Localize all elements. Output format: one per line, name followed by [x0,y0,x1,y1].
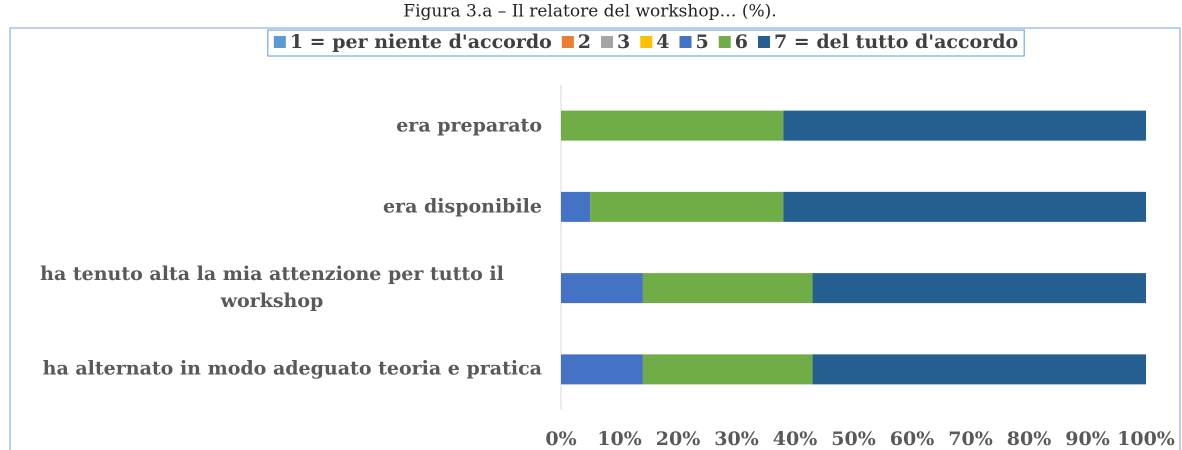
x-tick-label: 90% [1065,428,1110,450]
legend-swatch [601,36,614,48]
legend-swatch [679,36,692,48]
x-tick-label: 0% [545,428,576,450]
legend-swatch [718,36,731,48]
y-tick-label: ha alternato in modo adeguato teoria e p… [42,357,542,380]
legend-label: 4 [656,31,669,53]
x-tick-label: 50% [831,428,876,450]
y-tick-label: ha tenuto alta la mia attenzione per tut… [40,263,504,313]
x-tick-label: 40% [773,428,818,450]
legend-label: 6 [735,31,748,53]
bar-segment [590,191,784,222]
x-tick-label: 70% [948,428,993,450]
x-tick-label: 80% [1007,428,1052,450]
y-tick-label: era disponibile [382,195,542,218]
bar-segment [812,354,1146,385]
category-label-box: era preparato [2,112,542,139]
legend-label: 1 = per niente d'accordo [290,31,552,53]
bar-segment [561,191,591,222]
bar-segment [642,354,813,385]
bar-segment [561,110,784,141]
bar-segment [561,354,643,385]
bar-segment [561,273,643,304]
legend-label: 3 [617,31,630,53]
legend-label: 7 = del tutto d'accordo [774,31,1018,53]
bar-segment [783,191,1146,222]
x-tick-label: 10% [597,428,642,450]
bar-segment [642,273,813,304]
y-tick-label: era preparato [396,114,542,137]
bar-segment [783,110,1146,141]
legend-label: 5 [696,31,709,53]
category-label-box: era disponibile [2,193,542,220]
legend: 1 = per niente d'accordo 2 3 4 5 6 7 = del tut… [267,29,1025,57]
category-label-box: ha tenuto alta la mia attenzione per tut… [2,261,542,315]
chart-title: Figura 3.a – Il relatore del workshop… (… [403,2,776,22]
legend-swatch [273,36,286,48]
x-tick-label: 20% [656,428,701,450]
x-tick-label: 30% [714,428,759,450]
x-tick-label: 60% [890,428,935,450]
legend-swatch [640,36,653,48]
legend-swatch [561,36,574,48]
legend-label: 2 [578,31,591,53]
legend-swatch [757,36,770,48]
chart-frame [9,27,1181,450]
bar-segment [812,273,1146,304]
legend-box [267,29,1025,57]
category-label-box: ha alternato in modo adeguato teoria e p… [2,356,542,383]
x-tick-label: 100% [1117,428,1175,450]
